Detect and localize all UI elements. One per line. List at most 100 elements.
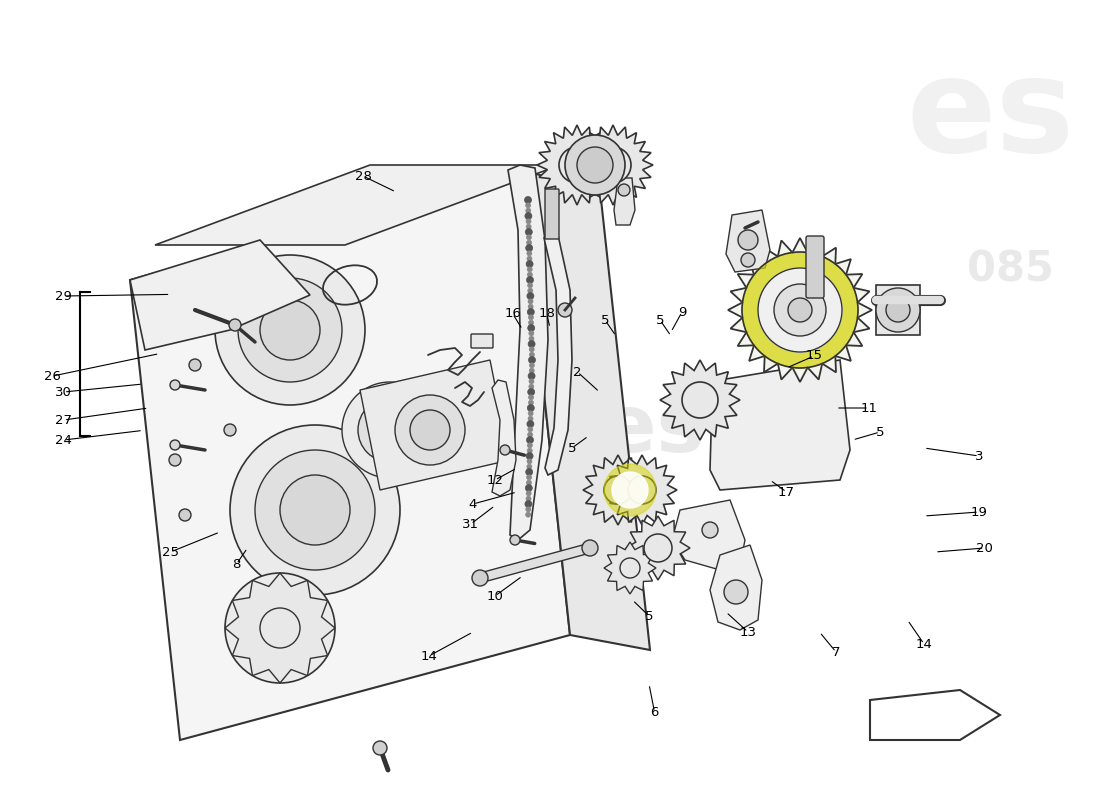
Circle shape [526, 507, 531, 512]
Circle shape [189, 359, 201, 371]
Text: a Maserati parts specialist: a Maserati parts specialist [284, 510, 576, 530]
Circle shape [526, 208, 531, 213]
Polygon shape [573, 125, 653, 205]
Polygon shape [604, 542, 656, 594]
Circle shape [214, 255, 365, 405]
Circle shape [527, 405, 535, 411]
Text: 14: 14 [915, 638, 933, 650]
Circle shape [527, 448, 532, 453]
FancyBboxPatch shape [806, 236, 824, 298]
Circle shape [526, 512, 530, 517]
FancyBboxPatch shape [471, 334, 493, 348]
Circle shape [226, 573, 336, 683]
Circle shape [528, 400, 534, 405]
Circle shape [230, 425, 400, 595]
Circle shape [526, 219, 531, 224]
Circle shape [529, 320, 534, 325]
Circle shape [527, 475, 531, 480]
Circle shape [525, 213, 532, 219]
Text: 30: 30 [55, 386, 73, 398]
Circle shape [527, 421, 534, 427]
Circle shape [528, 389, 535, 395]
Circle shape [526, 203, 530, 208]
Text: 5: 5 [568, 442, 576, 454]
Circle shape [528, 315, 534, 320]
Circle shape [238, 278, 342, 382]
Circle shape [260, 300, 320, 360]
Text: 9: 9 [678, 306, 686, 318]
Circle shape [526, 491, 531, 496]
Circle shape [527, 267, 532, 272]
Polygon shape [870, 690, 1000, 740]
Text: 20: 20 [976, 542, 993, 554]
Text: 12: 12 [486, 474, 504, 486]
Circle shape [528, 288, 532, 293]
Text: 13: 13 [739, 626, 757, 638]
Circle shape [528, 411, 534, 416]
Polygon shape [742, 252, 858, 368]
Circle shape [595, 147, 631, 183]
Polygon shape [710, 545, 762, 630]
Circle shape [528, 299, 534, 304]
Circle shape [529, 352, 535, 357]
Circle shape [525, 501, 532, 507]
Text: 8: 8 [232, 558, 241, 570]
Circle shape [280, 475, 350, 545]
Circle shape [528, 325, 535, 331]
Circle shape [529, 363, 535, 368]
Polygon shape [360, 360, 510, 490]
Circle shape [527, 480, 531, 485]
Text: eurospares: eurospares [196, 391, 705, 469]
Text: 6: 6 [650, 706, 659, 718]
Polygon shape [583, 455, 653, 525]
Circle shape [526, 496, 531, 501]
Polygon shape [726, 210, 770, 272]
Polygon shape [626, 516, 690, 580]
Circle shape [788, 298, 812, 322]
Circle shape [528, 304, 534, 309]
Circle shape [529, 395, 534, 400]
Polygon shape [672, 500, 745, 570]
Circle shape [373, 741, 387, 755]
Polygon shape [508, 165, 548, 540]
Polygon shape [130, 170, 570, 740]
Circle shape [179, 509, 191, 521]
Circle shape [169, 454, 182, 466]
Circle shape [526, 229, 532, 235]
Circle shape [702, 522, 718, 538]
Circle shape [255, 450, 375, 570]
Circle shape [529, 336, 534, 341]
Circle shape [528, 283, 532, 288]
Circle shape [527, 240, 531, 245]
Circle shape [886, 298, 910, 322]
Circle shape [724, 580, 748, 604]
Circle shape [526, 245, 532, 251]
Circle shape [738, 230, 758, 250]
Circle shape [529, 347, 535, 352]
Polygon shape [612, 472, 648, 508]
Text: 28: 28 [354, 170, 372, 182]
Circle shape [758, 268, 842, 352]
Text: es: es [906, 51, 1074, 178]
Text: 18: 18 [538, 307, 556, 320]
Circle shape [395, 395, 465, 465]
Circle shape [242, 590, 318, 666]
Text: 5: 5 [601, 314, 609, 326]
Circle shape [618, 184, 630, 196]
Circle shape [500, 445, 510, 455]
Circle shape [876, 288, 920, 332]
Polygon shape [728, 238, 872, 382]
Circle shape [558, 303, 572, 317]
Circle shape [741, 253, 755, 267]
Polygon shape [130, 240, 310, 350]
Circle shape [620, 558, 640, 578]
Circle shape [528, 341, 535, 347]
Circle shape [628, 476, 656, 504]
Text: 4: 4 [469, 498, 477, 510]
Polygon shape [710, 360, 850, 490]
Circle shape [525, 197, 531, 203]
Circle shape [527, 293, 534, 299]
Circle shape [358, 398, 422, 462]
Circle shape [559, 147, 595, 183]
Circle shape [527, 443, 532, 448]
